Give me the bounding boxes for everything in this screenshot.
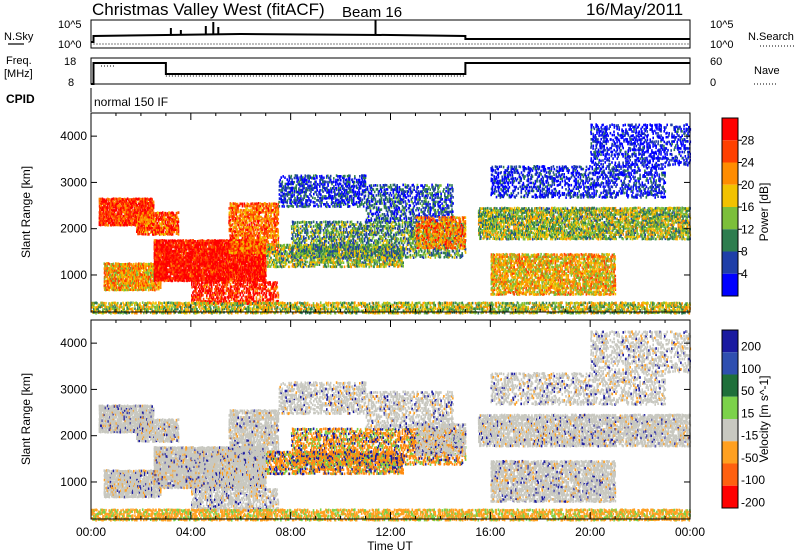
power-cell	[136, 201, 138, 204]
power-cell	[224, 271, 226, 274]
power-cell	[166, 227, 168, 230]
power-cell	[183, 241, 185, 244]
power-cell	[160, 286, 162, 289]
power-cell	[112, 222, 114, 225]
power-cell	[265, 265, 267, 268]
nsearch-scale-lo: 10^0	[710, 39, 734, 51]
nsky-label: N.Sky	[4, 31, 34, 43]
power-cell	[191, 283, 193, 286]
nave-scale-hi: 60	[710, 56, 722, 68]
power-cell	[118, 200, 120, 203]
power-cell	[107, 265, 109, 268]
power-cell	[193, 294, 195, 297]
power-cell	[166, 279, 168, 282]
freq-unit-label: [MHz]	[4, 68, 33, 80]
power-cell	[129, 282, 131, 285]
power-cell	[148, 280, 150, 283]
power-cell	[146, 205, 148, 208]
power-cell	[150, 201, 152, 204]
power-cell	[157, 261, 159, 264]
freq-scale-lo: 8	[68, 77, 74, 89]
power-cell	[178, 225, 180, 228]
station-title: Christmas Valley West (fitACF)	[92, 0, 325, 19]
power-cell	[150, 221, 152, 224]
power-cell	[198, 293, 200, 296]
date-label: 16/May/2011	[586, 0, 683, 19]
power-cell	[186, 280, 188, 283]
power-cell	[199, 283, 201, 286]
nsearch-label: N.Search	[748, 31, 794, 43]
power-cell	[178, 221, 180, 224]
nsky-scale-lo: 10^0	[58, 39, 82, 51]
power-cell	[100, 224, 102, 227]
power-cell	[116, 209, 118, 212]
power-cell	[125, 215, 127, 218]
power-cell	[191, 286, 193, 289]
power-cell	[150, 214, 152, 217]
power-cell	[153, 201, 155, 204]
power-cell	[200, 239, 202, 242]
power-cell	[193, 281, 195, 284]
power-cell	[145, 198, 147, 201]
power-cell	[148, 289, 150, 292]
power-cell	[183, 280, 185, 283]
power-cell	[150, 204, 152, 207]
beam-label: Beam 16	[342, 4, 402, 21]
power-cell	[173, 212, 175, 215]
power-cell	[196, 287, 198, 290]
power-cell	[108, 224, 110, 227]
power-cell	[136, 211, 138, 214]
power-cell	[144, 212, 146, 215]
power-cell	[153, 206, 155, 209]
power-cell	[178, 211, 180, 214]
power-cell	[142, 233, 144, 236]
power-cell	[174, 273, 176, 276]
power-cell	[138, 279, 140, 282]
cpid-text: normal 150 IF	[94, 95, 168, 109]
power-cell	[198, 286, 200, 289]
nsky-line	[91, 34, 690, 42]
nsearch-scale-hi: 10^5	[710, 19, 734, 31]
freq-panel-frame	[91, 58, 690, 84]
freq-scale-hi: 18	[64, 56, 76, 68]
power-cell	[119, 204, 121, 207]
power-cell	[178, 229, 180, 232]
power-cell	[120, 224, 122, 227]
power-cell	[265, 273, 267, 276]
freq-line	[91, 63, 690, 84]
power-cell	[173, 224, 175, 227]
freq-series-group	[91, 63, 690, 84]
power-cell	[129, 280, 131, 283]
power-cell	[148, 219, 150, 222]
power-cell	[172, 280, 174, 283]
power-cell	[241, 275, 243, 278]
power-cell	[136, 198, 138, 201]
power-cell	[148, 233, 150, 236]
power-cell	[191, 281, 193, 284]
nsky-scale-hi: 10^5	[58, 19, 82, 31]
nave-label: Nave	[754, 65, 780, 77]
power-cell	[160, 282, 162, 285]
power-cell	[178, 218, 180, 221]
power-cell	[109, 289, 111, 292]
power-cell	[133, 209, 135, 212]
noise-series-group	[91, 20, 690, 44]
power-cell	[186, 248, 188, 251]
power-cell	[195, 294, 197, 297]
power-cell	[154, 287, 156, 290]
power-cell	[156, 267, 158, 270]
freq-label: Freq.	[6, 55, 32, 67]
nave-scale-lo: 0	[710, 77, 716, 89]
cpid-label: CPID	[6, 92, 35, 106]
power-cell	[135, 263, 137, 266]
power-cell	[167, 242, 169, 245]
power-cell	[178, 233, 180, 236]
power-cell	[144, 270, 146, 273]
power-cell	[127, 224, 129, 227]
power-cell	[144, 276, 146, 279]
power-cell	[162, 211, 164, 214]
power-heatmap	[91, 123, 691, 314]
